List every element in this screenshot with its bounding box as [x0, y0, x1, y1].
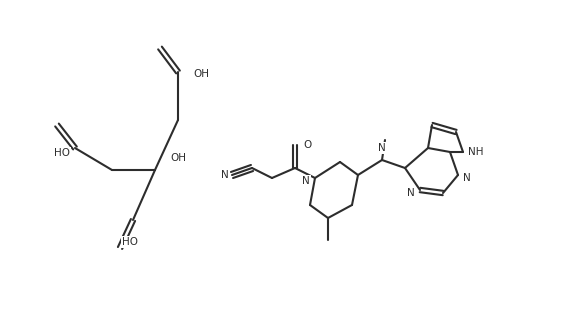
Text: N: N: [221, 170, 229, 180]
Text: HO: HO: [54, 148, 70, 158]
Text: N: N: [378, 143, 386, 153]
Text: OH: OH: [193, 69, 209, 79]
Text: N: N: [302, 176, 310, 186]
Text: HO: HO: [122, 237, 138, 247]
Text: N: N: [463, 173, 471, 183]
Text: OH: OH: [170, 153, 186, 163]
Text: O: O: [303, 140, 311, 150]
Text: N: N: [407, 188, 415, 198]
Text: NH: NH: [468, 147, 484, 157]
